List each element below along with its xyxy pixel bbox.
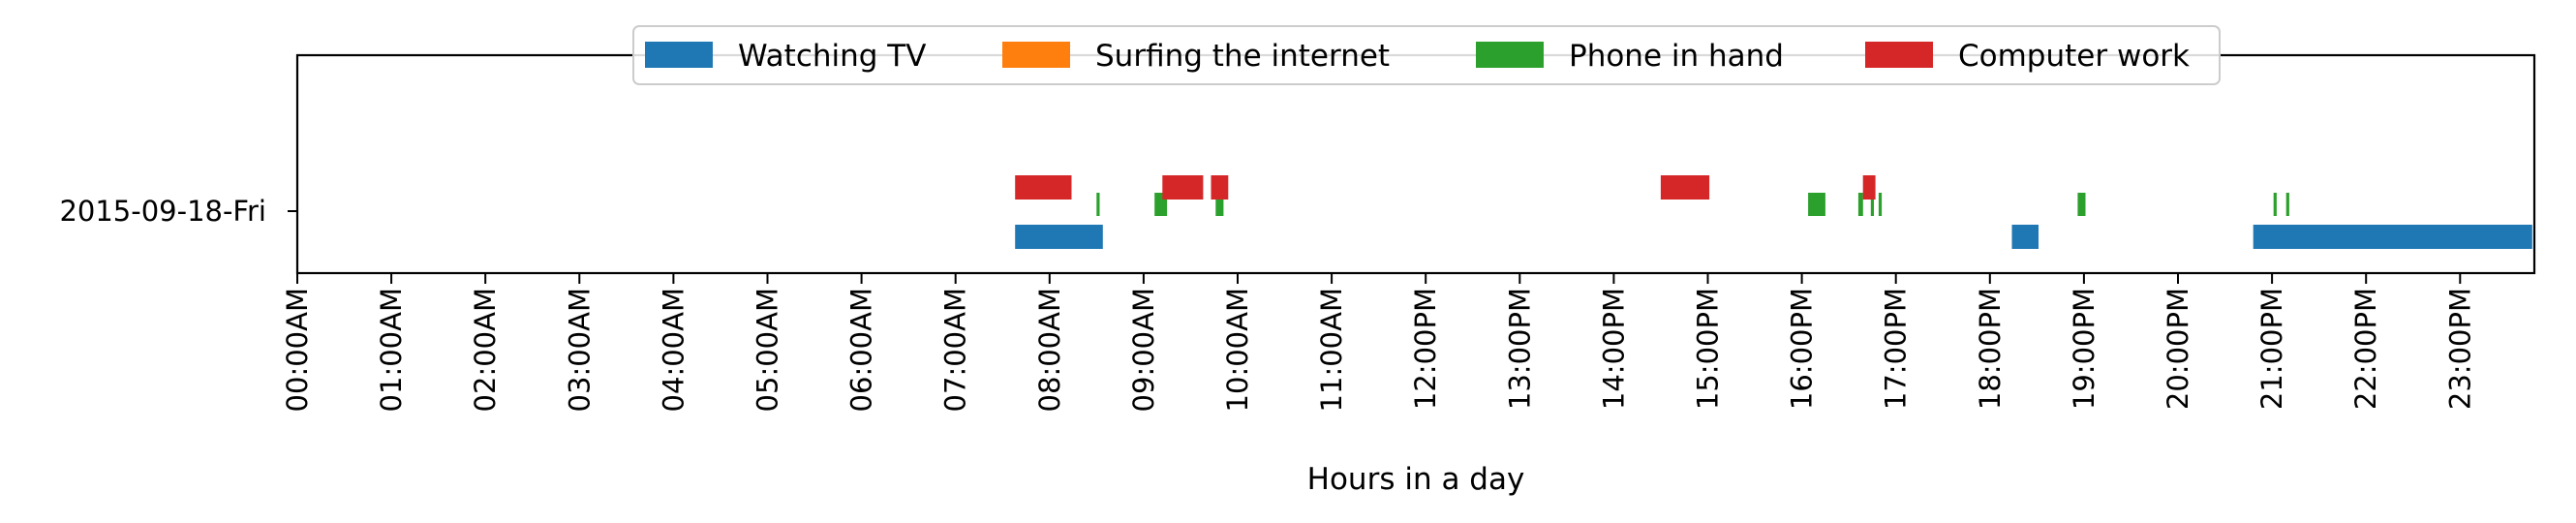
interval-bar xyxy=(2011,225,2039,249)
interval-bar xyxy=(2285,193,2289,216)
interval-bar xyxy=(1096,193,1100,216)
x-tick-label: 01:00AM xyxy=(375,288,408,412)
legend-label: Watching TV xyxy=(738,39,926,74)
interval-bar xyxy=(1015,175,1072,200)
x-tick-label: 16:00PM xyxy=(1786,288,1819,410)
x-tick-label: 11:00AM xyxy=(1315,288,1348,412)
interval-bar xyxy=(1015,225,1103,249)
x-tick-label: 10:00AM xyxy=(1221,288,1254,412)
interval-bar xyxy=(1870,193,1874,216)
interval-bar xyxy=(1862,175,1876,200)
legend-box xyxy=(632,25,2221,85)
legend-swatch xyxy=(1476,42,1544,68)
interval-bar xyxy=(1808,193,1825,216)
y-axis: 2015-09-18-Fri xyxy=(59,195,297,228)
legend-swatch xyxy=(645,42,713,68)
legend-swatch xyxy=(1002,42,1070,68)
x-tick-label: 08:00AM xyxy=(1033,288,1066,412)
x-tick-label: 23:00PM xyxy=(2443,288,2476,410)
y-tick-label: 2015-09-18-Fri xyxy=(59,195,266,228)
x-tick-label: 21:00PM xyxy=(2255,288,2288,410)
x-tick-label: 12:00PM xyxy=(1409,288,1442,410)
interval-bar xyxy=(1660,175,1710,200)
interval-bar xyxy=(1211,175,1229,200)
x-tick-label: 14:00PM xyxy=(1597,288,1630,410)
legend: Watching TV Surfing the internet Phone in … xyxy=(632,25,2221,85)
x-tick-label: 04:00AM xyxy=(657,288,690,412)
legend-label: Surfing the internet xyxy=(1095,39,1390,74)
x-tick-label: 06:00AM xyxy=(845,288,878,412)
x-tick-label: 09:00AM xyxy=(1127,288,1160,412)
interval-bar xyxy=(2253,225,2532,249)
x-tick-label: 19:00PM xyxy=(2068,288,2101,410)
x-tick-label: 03:00AM xyxy=(563,288,596,412)
x-tick-label: 00:00AM xyxy=(281,288,314,412)
x-tick-label: 17:00PM xyxy=(1880,288,1913,410)
x-tick-label: 07:00AM xyxy=(939,288,972,412)
x-axis-title: Hours in a day xyxy=(1307,462,1525,497)
interval-bar xyxy=(1878,193,1883,216)
interval-bar xyxy=(2273,193,2277,216)
x-tick-label: 05:00AM xyxy=(751,288,784,412)
x-tick-label: 15:00PM xyxy=(1692,288,1725,410)
x-tick-label: 02:00AM xyxy=(469,288,502,412)
x-tick-label: 20:00PM xyxy=(2162,288,2194,410)
legend-label: Phone in hand xyxy=(1569,39,1784,74)
x-tick-label: 18:00PM xyxy=(1974,288,2007,410)
x-axis: 00:00AM 01:00AM 02:00AM 03:00AM 04:00AM 05:00… xyxy=(281,273,2476,412)
interval-bar xyxy=(2077,193,2086,216)
interval-marks xyxy=(1015,175,2532,249)
legend-label: Computer work xyxy=(1958,39,2190,74)
interval-bar xyxy=(1162,175,1204,200)
legend-swatch xyxy=(1865,42,1933,68)
interval-bar xyxy=(1857,193,1863,216)
x-tick-label: 13:00PM xyxy=(1503,288,1536,410)
x-tick-label: 22:00PM xyxy=(2349,288,2382,410)
interval-bar xyxy=(1215,193,1224,216)
